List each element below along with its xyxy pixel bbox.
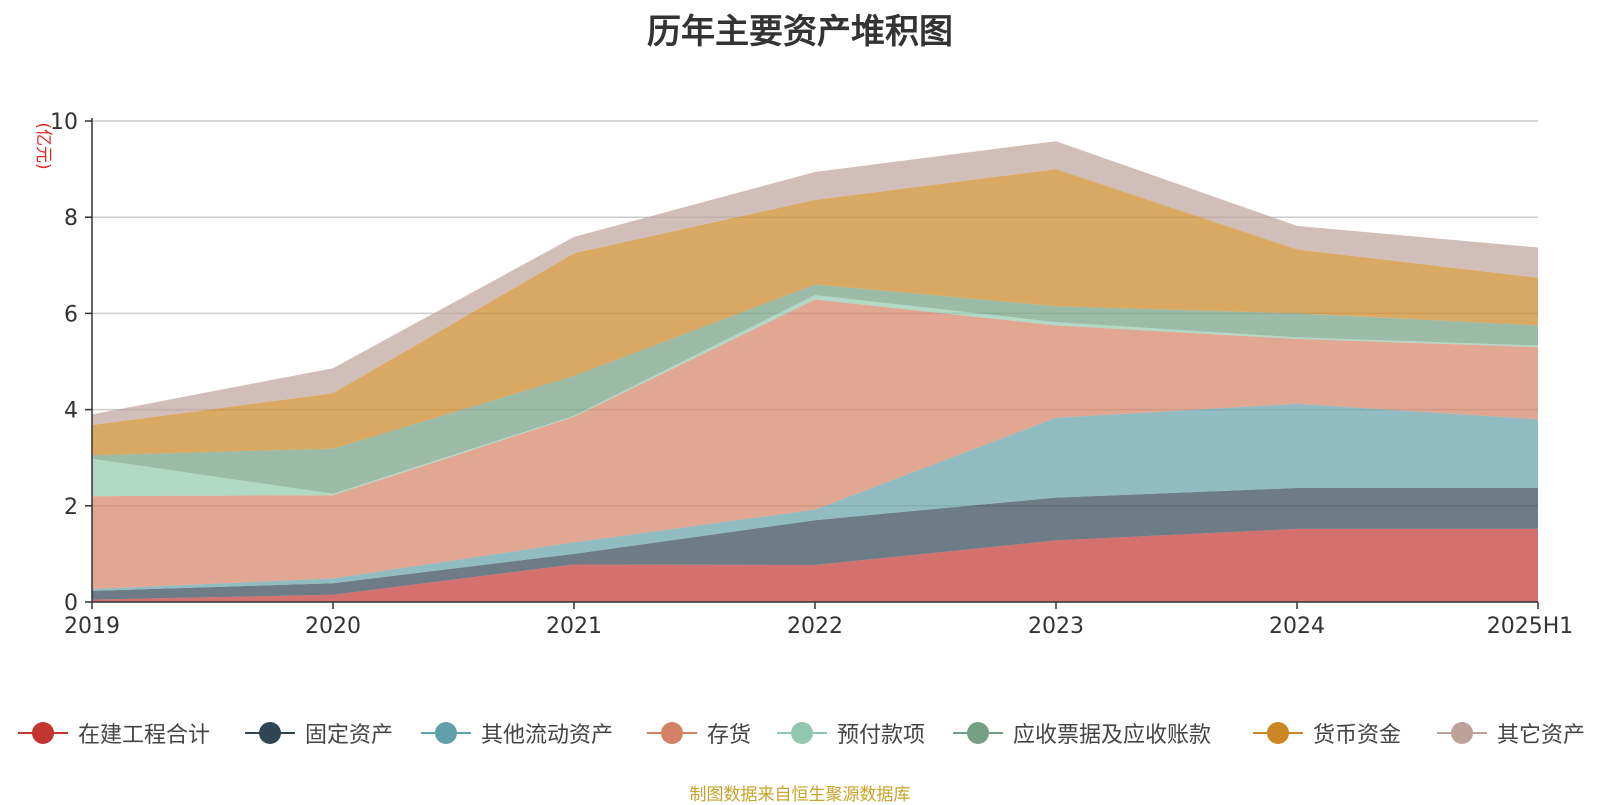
legend-marker-icon [1253, 720, 1303, 746]
stacked-area-chart: 0 2 4 6 8 10 2019 2020 2021 2022 2023 2024 2025H1 (亿… [33, 110, 1573, 639]
legend-dot [967, 722, 989, 744]
legend-label: 其他流动资产 [481, 723, 614, 748]
y-tick-label: 8 [64, 206, 78, 231]
legend-dot [435, 722, 457, 744]
source-footnote: 制图数据来自恒生聚源数据库 [689, 785, 911, 805]
legend-item-6[interactable]: 货币资金 [1253, 718, 1401, 748]
legend-dot [1267, 722, 1289, 744]
legend-label: 应收票据及应收账款 [1013, 723, 1212, 748]
y-tick-label: 6 [64, 302, 78, 327]
legend-marker-icon [1437, 720, 1487, 746]
legend-marker-icon [245, 720, 295, 746]
x-tick-label: 2024 [1269, 614, 1325, 639]
y-tick-label: 4 [64, 399, 78, 424]
legend-marker-icon [421, 720, 471, 746]
y-axis-unit-label: (亿元) [33, 122, 53, 169]
legend-item-3[interactable]: 存货 [647, 718, 751, 748]
x-tick-label: 2020 [305, 614, 361, 639]
legend-label: 存货 [707, 723, 752, 748]
area-series-1 [92, 488, 1538, 600]
x-tick-label: 2019 [64, 614, 120, 639]
legend-item-1[interactable]: 固定资产 [245, 718, 393, 748]
legend-marker-icon [647, 720, 697, 746]
x-tick-label: 2022 [787, 614, 843, 639]
x-tick-label: 2025H1 [1487, 614, 1574, 639]
y-tick-label: 10 [50, 110, 78, 135]
series-areas [92, 141, 1538, 602]
legend-dot [661, 722, 683, 744]
legend-dot [1451, 722, 1473, 744]
axes: 0 2 4 6 8 10 2019 2020 2021 2022 2023 2024 2025H1 [50, 110, 1573, 639]
legend-item-0[interactable]: 在建工程合计 [18, 718, 210, 748]
chart-title: 历年主要资产堆积图 [647, 12, 953, 52]
x-tick-label: 2021 [546, 614, 602, 639]
legend-label: 其它资产 [1497, 723, 1586, 748]
legend-marker-icon [18, 720, 68, 746]
legend-label: 货币资金 [1313, 723, 1402, 748]
area-series-7 [92, 141, 1538, 425]
legend-marker-icon [953, 720, 1003, 746]
area-series-5 [92, 284, 1538, 494]
legend-item-4[interactable]: 预付款项 [777, 718, 925, 748]
legend-label: 预付款项 [837, 723, 926, 748]
legend-label: 在建工程合计 [78, 723, 211, 748]
area-series-6 [92, 169, 1538, 456]
chart-legend: 在建工程合计 固定资产 其他流动资产 存货 预付款项 应收票据及应收账款 货币资金 其它资产 [0, 718, 1600, 758]
area-series-2 [92, 403, 1538, 591]
x-tick-label: 2023 [1028, 614, 1084, 639]
legend-item-7[interactable]: 其它资产 [1437, 718, 1585, 748]
area-series-3 [92, 299, 1538, 589]
legend-label: 固定资产 [305, 723, 394, 748]
legend-marker-icon [777, 720, 827, 746]
legend-item-2[interactable]: 其他流动资产 [421, 718, 613, 748]
y-tick-label: 0 [64, 591, 78, 616]
legend-dot [259, 722, 281, 744]
y-tick-label: 2 [64, 495, 78, 520]
legend-item-5[interactable]: 应收票据及应收账款 [953, 718, 1211, 748]
legend-dot [32, 722, 54, 744]
legend-dot [791, 722, 813, 744]
area-series-0 [92, 528, 1538, 602]
